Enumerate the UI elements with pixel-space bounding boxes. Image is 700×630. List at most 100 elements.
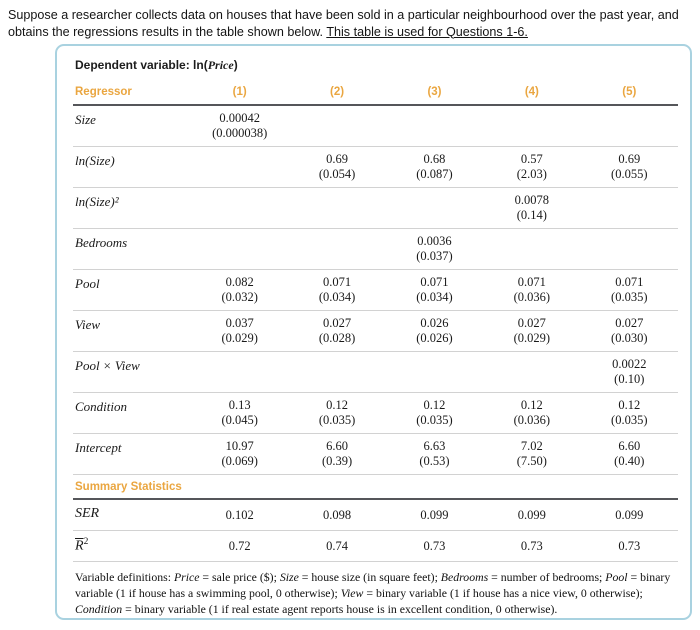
regression-results-table: Regressor (1) (2) (3) (4) (5) Size 0.0004… xyxy=(73,86,678,561)
coefficient-cell: 0.071 (0.036) xyxy=(513,275,551,304)
coefficient-cell xyxy=(288,352,385,393)
coefficient-cell: 0.071 (0.034) xyxy=(318,275,356,304)
table-header-row: Regressor (1) (2) (3) (4) (5) xyxy=(73,86,678,105)
coefficient-cell: 0.12 (0.036) xyxy=(513,398,551,427)
footnote-text: = number of bedrooms; xyxy=(488,570,606,584)
summary-value: 0.099 xyxy=(517,508,546,522)
summary-value: 0.73 xyxy=(618,539,641,553)
coefficient-cell: 0.027 (0.028) xyxy=(318,316,356,345)
coefficient-cell: 0.071 (0.035) xyxy=(611,275,648,304)
question-intro-text: Suppose a researcher collects data on ho… xyxy=(0,0,700,40)
coefficient-cell: 0.0022 (0.10) xyxy=(612,357,647,386)
coefficient-cell: 0.0078 (0.14) xyxy=(514,193,550,222)
coefficient-cell xyxy=(288,105,385,147)
coefficient-cell: 0.68 (0.087) xyxy=(416,152,453,181)
summary-value: 0.099 xyxy=(420,508,449,522)
summary-row: SER 0.102 0.098 0.099 0.099 0.099 xyxy=(73,499,678,531)
coefficient-cell: 0.13 (0.045) xyxy=(221,398,258,427)
dependent-variable-prefix: Dependent variable: ln( xyxy=(75,58,208,72)
footnote-var-condition: Condition xyxy=(75,602,123,617)
summary-value: 0.099 xyxy=(615,508,644,522)
coefficient-cell xyxy=(483,105,580,147)
footnote-text: = binary variable (1 if real estate agen… xyxy=(122,602,558,617)
summary-statistics-label: Summary Statistics xyxy=(75,481,182,493)
column-header-2: (2) xyxy=(330,86,345,98)
regressor-column-header: Regressor xyxy=(75,86,132,98)
coefficient-cell xyxy=(581,229,678,270)
table-row: Condition 0.13 (0.045) 0.12 (0.035) 0.12 (0.03… xyxy=(73,392,678,434)
summary-value: 0.72 xyxy=(228,539,251,553)
table-row: Intercept 10.97 (0.069) 6.60 (0.39) 6.63 (0.53… xyxy=(73,433,678,475)
coefficient-cell: 0.00042 (0.000038) xyxy=(212,111,268,140)
coefficient-cell: 6.60 (0.40) xyxy=(614,439,645,468)
coefficient-cell xyxy=(288,229,385,270)
table-row: Bedrooms 0.0036 (0.037) xyxy=(73,228,678,270)
column-header-5: (5) xyxy=(622,86,637,98)
coefficient-cell: 0.12 (0.035) xyxy=(416,398,453,427)
coefficient-cell: 0.026 (0.026) xyxy=(416,316,453,345)
summary-value: 0.73 xyxy=(520,539,543,553)
footnote-text: = binary variable (1 if house has a swim… xyxy=(75,570,671,601)
coefficient-cell: 0.071 (0.034) xyxy=(416,275,453,304)
regressor-label: Pool × View xyxy=(75,358,140,373)
regressor-label: View xyxy=(75,317,101,332)
summary-value: 0.098 xyxy=(323,508,352,522)
coefficient-cell xyxy=(386,188,483,229)
table-row: ln(Size)² 0.0078 (0.14) xyxy=(73,187,678,229)
coefficient-cell: 0.12 (0.035) xyxy=(318,398,356,427)
table-row: Size 0.00042 (0.000038) xyxy=(73,105,678,147)
footnote-var-bedrooms: Bedrooms xyxy=(440,570,489,584)
coefficient-cell: 10.97 (0.069) xyxy=(221,439,258,468)
summary-value: 0.74 xyxy=(326,539,349,553)
footnote-text: = binary variable (1 if house has a nice… xyxy=(363,586,643,601)
regressor-label: Size xyxy=(75,112,96,127)
coefficient-cell: 7.02 (7.50) xyxy=(516,439,547,468)
coefficient-cell xyxy=(386,105,483,147)
regressor-label: ln(Size) xyxy=(75,153,115,168)
table-row: Pool × View 0.0022 (0.10) xyxy=(73,351,678,393)
summary-value: 0.73 xyxy=(423,539,446,553)
coefficient-cell: 0.027 (0.029) xyxy=(513,316,551,345)
regressor-label: Bedrooms xyxy=(75,235,128,250)
regressor-label: Condition xyxy=(75,399,128,414)
regressor-label: Intercept xyxy=(75,440,122,455)
coefficient-cell xyxy=(483,229,580,270)
summary-value: 0.102 xyxy=(225,508,254,522)
summary-row: R2 0.72 0.74 0.73 0.73 0.73 xyxy=(73,530,678,562)
footnote-text: = house size (in square feet); xyxy=(298,570,441,584)
coefficient-cell: 0.082 (0.032) xyxy=(221,275,258,304)
footnote-var-size: Size xyxy=(279,570,299,584)
coefficient-cell xyxy=(288,188,385,229)
footnote-var-view: View xyxy=(340,586,364,601)
coefficient-cell xyxy=(191,352,288,393)
coefficient-cell: 0.0036 (0.037) xyxy=(416,234,453,263)
summary-statistic-label: R2 xyxy=(75,537,89,554)
coefficient-cell xyxy=(483,352,580,393)
coefficient-cell: 0.037 (0.029) xyxy=(221,316,258,345)
column-header-4: (4) xyxy=(524,86,539,98)
coefficient-cell: 0.69 (0.054) xyxy=(318,152,356,181)
footnote-text: Variable definitions: xyxy=(75,570,174,584)
coefficient-cell xyxy=(191,229,288,270)
summary-statistic-label: SER xyxy=(75,506,100,521)
coefficient-cell: 6.63 (0.53) xyxy=(419,439,450,468)
footnote-text: = sale price ($); xyxy=(199,570,280,584)
coefficient-cell xyxy=(581,105,678,147)
coefficient-cell xyxy=(581,188,678,229)
coefficient-cell xyxy=(191,188,288,229)
dependent-variable-name: Price xyxy=(207,58,234,72)
footnote-var-price: Price xyxy=(173,570,200,584)
table-row: Pool 0.082 (0.032) 0.071 (0.034) 0.071 (0.034)… xyxy=(73,269,678,311)
coefficient-cell: 0.12 (0.035) xyxy=(611,398,648,427)
dependent-variable-suffix: ) xyxy=(233,58,238,72)
column-header-3: (3) xyxy=(427,86,442,98)
variable-definitions-footnote: Variable definitions: Price = sale price… xyxy=(73,561,678,617)
regression-table-card: Dependent variable: ln(Price) Regressor … xyxy=(55,44,692,620)
regressor-label: ln(Size)² xyxy=(75,194,119,209)
regressor-label: Pool xyxy=(75,276,100,291)
coefficient-cell xyxy=(191,147,288,188)
coefficient-cell: 0.69 (0.055) xyxy=(611,152,648,181)
footnote-var-pool: Pool xyxy=(605,570,628,584)
summary-rows: SER 0.102 0.098 0.099 0.099 0.099 R2 0.72 0.74 0.… xyxy=(73,499,678,561)
